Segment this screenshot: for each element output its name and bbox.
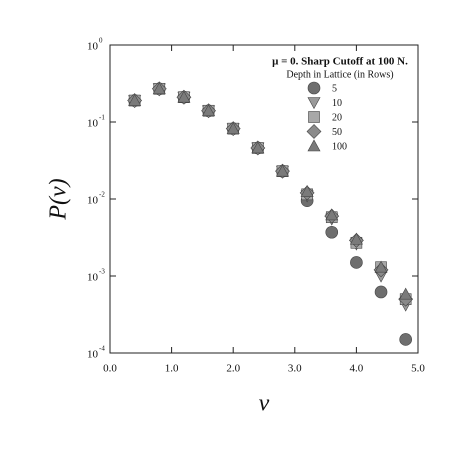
- legend-marker: [307, 139, 321, 152]
- y-tick-exponent: 0: [99, 37, 103, 45]
- x-tick-label: 4.0: [350, 363, 364, 375]
- marker: [349, 232, 363, 245]
- legend-marker: [307, 97, 321, 110]
- marker: [202, 104, 216, 117]
- marker: [399, 287, 413, 300]
- chart-title: μ = 0. Sharp Cutoff at 100 N.: [272, 56, 408, 68]
- legend-marker: [306, 124, 322, 139]
- y-tick-label: 10: [87, 41, 99, 53]
- y-tick-label: 10: [87, 272, 99, 284]
- marker: [152, 82, 166, 95]
- legend-label: 50: [332, 127, 342, 138]
- marker: [325, 208, 339, 221]
- legend-marker: [307, 81, 321, 95]
- x-tick-label: 2.0: [226, 363, 240, 375]
- marker: [128, 93, 142, 106]
- marker: [275, 164, 289, 177]
- x-tick-label: 5.0: [411, 363, 425, 375]
- legend-label: 20: [332, 112, 342, 123]
- legend-label: 100: [332, 141, 347, 152]
- marker: [325, 225, 339, 239]
- x-tick-label: 0.0: [103, 363, 117, 375]
- marker: [226, 122, 240, 134]
- marker: [350, 256, 363, 269]
- y-axis-label: P(ν): [46, 178, 72, 220]
- marker: [300, 184, 314, 197]
- marker: [374, 285, 388, 299]
- y-tick-exponent: -3: [99, 268, 105, 276]
- y-tick-label: 10: [87, 195, 99, 207]
- y-tick-exponent: -4: [99, 345, 105, 353]
- legend-title: Depth in Lattice (in Rows): [286, 69, 393, 80]
- legend-label: 5: [332, 83, 337, 94]
- marker: [399, 333, 412, 346]
- x-tick-label: 3.0: [288, 363, 302, 375]
- legend-marker: [308, 111, 320, 123]
- marker: [374, 260, 388, 273]
- y-tick-exponent: -2: [99, 191, 105, 199]
- marker: [177, 90, 191, 103]
- marker: [251, 141, 265, 154]
- x-axis-label: ν: [259, 391, 270, 417]
- y-tick-label: 10: [87, 118, 99, 130]
- legend-label: 10: [332, 98, 342, 109]
- y-tick-label: 10: [87, 349, 99, 361]
- x-tick-label: 1.0: [165, 363, 179, 375]
- y-tick-exponent: -1: [99, 114, 105, 122]
